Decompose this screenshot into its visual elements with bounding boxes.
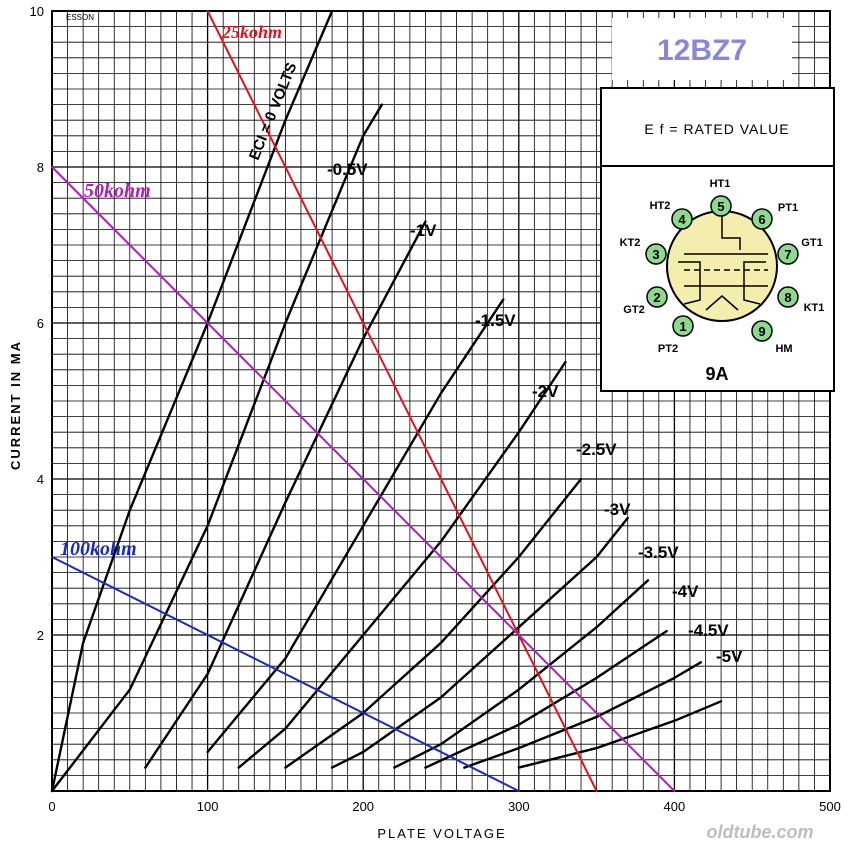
load-line — [51, 556, 520, 792]
pin-number: 4 — [678, 212, 686, 227]
pin-label: HT2 — [650, 200, 671, 212]
pin-circle — [751, 208, 773, 230]
y-tick-label: 2 — [37, 628, 44, 643]
corner-text: ESSON — [66, 13, 94, 22]
pin-label: GT2 — [623, 304, 644, 316]
grid — [51, 10, 831, 792]
pin-circle — [710, 195, 732, 217]
x-tick-label: 300 — [508, 799, 530, 814]
pin-label: HT1 — [710, 178, 731, 190]
plate-curve — [393, 579, 650, 769]
label-neg-5: -5V — [716, 647, 743, 666]
y-tick-label: 4 — [37, 472, 44, 487]
electrode-lines — [678, 212, 768, 311]
heater-annotation: E f = RATED VALUE — [644, 121, 789, 137]
x-tick-label: 0 — [48, 799, 55, 814]
label-neg-3-5: -3.5V — [638, 543, 679, 562]
pin-label: PT2 — [658, 343, 678, 355]
pin-circle — [646, 286, 668, 308]
plate-curve — [206, 298, 505, 754]
load-line — [51, 166, 676, 792]
pin-circle — [777, 243, 799, 265]
pin-number: 1 — [679, 319, 686, 334]
plate-curve — [144, 220, 427, 769]
label-neg-0-5: -0.5V — [327, 160, 368, 179]
plate-curve — [330, 516, 629, 769]
pin-circle — [751, 320, 773, 342]
plot-frame — [51, 10, 831, 792]
x-tick-label: 200 — [352, 799, 374, 814]
x-axis-label: PLATE VOLTAGE — [377, 826, 506, 841]
plate-curve — [424, 629, 668, 769]
label-neg-3: -3V — [604, 500, 631, 519]
pin-number: 5 — [717, 199, 724, 214]
y-axis-label: CURRENT IN MA — [8, 340, 23, 470]
pin-number: 8 — [784, 290, 791, 305]
label-neg-1-5: -1.5V — [475, 311, 516, 330]
pin-circle — [777, 286, 799, 308]
pin-number: 2 — [653, 290, 660, 305]
label-50kohm: 50kohm — [84, 180, 151, 202]
watermark: oldtube.com — [707, 822, 814, 842]
y-tick-label: 8 — [37, 160, 44, 175]
label-neg-4-5: -4.5V — [688, 621, 729, 640]
heater-box: E f = RATED VALUE — [600, 87, 835, 167]
y-tick-label: 10 — [30, 4, 44, 19]
label-25kohm: 25kohm — [221, 22, 282, 42]
pin-number: 7 — [784, 247, 791, 262]
plate-curve — [50, 103, 384, 793]
label-neg-2: -2V — [532, 382, 559, 401]
x-tick-label: 400 — [664, 799, 686, 814]
pin-circle — [672, 315, 694, 337]
pin-number: 3 — [652, 247, 659, 262]
pin-number: 9 — [758, 324, 765, 339]
plate-curve — [284, 477, 583, 769]
plate-curve — [50, 9, 334, 793]
pin-circle — [645, 243, 667, 265]
pin-circle — [671, 208, 693, 230]
title-box: 12BZ7 — [612, 18, 792, 80]
pin-label: GT1 — [801, 237, 822, 249]
axes: 0 100 200 300 400 500 2 4 6 8 10 — [30, 4, 841, 814]
pin-label: KT2 — [620, 237, 641, 249]
label-100kohm: 100kohm — [60, 538, 137, 560]
plate-curve — [463, 661, 703, 769]
chart-title: 12BZ7 — [657, 34, 747, 67]
pin-number: 6 — [758, 212, 765, 227]
pin-label: HM — [775, 343, 792, 355]
label-neg-2-5: -2.5V — [576, 440, 617, 459]
x-tick-label: 500 — [819, 799, 841, 814]
series-layer — [50, 9, 723, 793]
plate-curve — [237, 360, 567, 769]
base-code: 9A — [705, 364, 728, 384]
label-neg-4: -4V — [672, 582, 699, 601]
plate-curve — [517, 700, 723, 769]
pin-label: PT1 — [778, 202, 798, 214]
label-neg-1: -1V — [410, 221, 437, 240]
y-tick-label: 6 — [37, 316, 44, 331]
load-line — [206, 10, 598, 792]
pin-label: KT1 — [804, 302, 825, 314]
x-tick-label: 100 — [197, 799, 219, 814]
